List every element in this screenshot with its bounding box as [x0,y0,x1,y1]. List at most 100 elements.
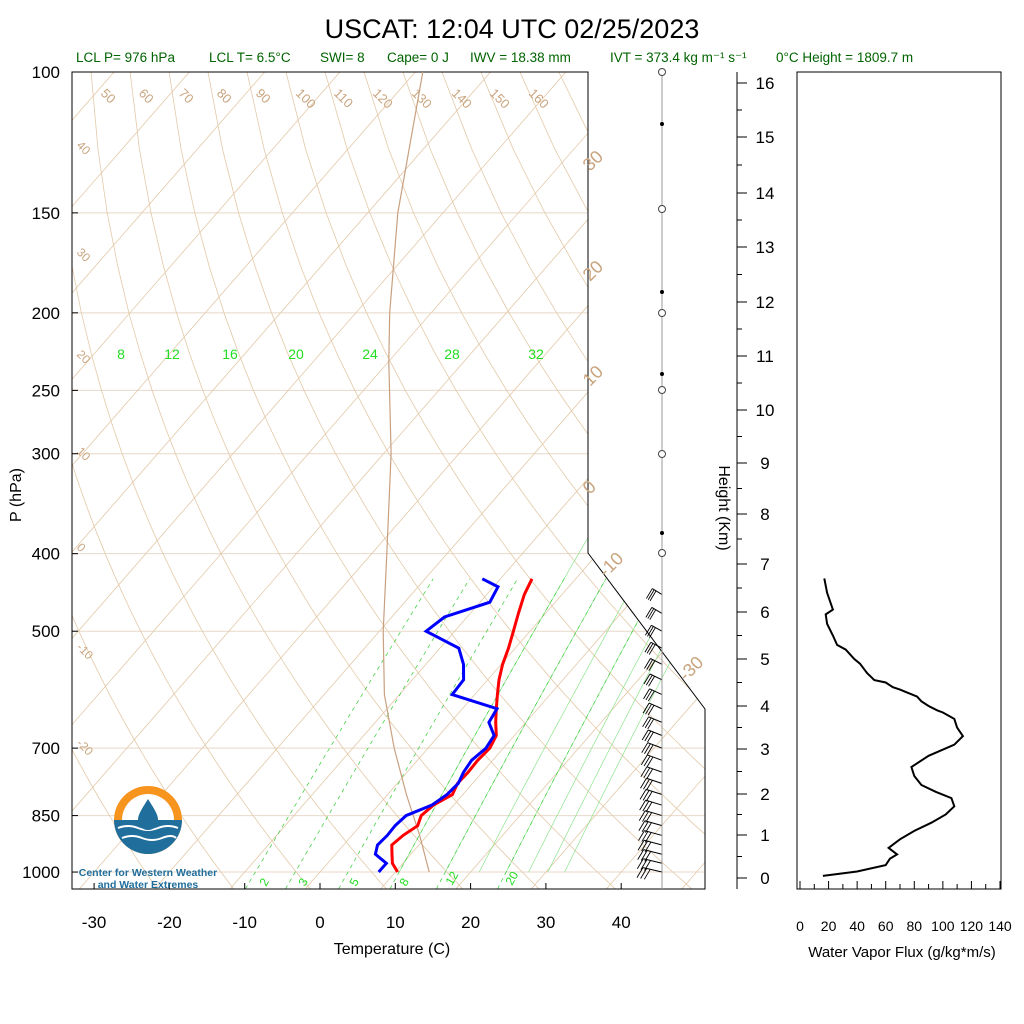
wind-barb [637,839,663,853]
mixing-ratio-label: 16 [222,346,238,362]
isotherm-line [72,72,416,889]
dry-adiabat-line [72,72,235,889]
temperature-tick-label: -30 [82,913,107,932]
dry-adiabat-line [72,72,311,889]
height-tick-label: 13 [756,238,775,257]
isotherm-line [72,72,567,889]
drop-icon [138,799,158,830]
wind-barb [644,641,663,655]
stat-ivt: IVT = 373.4 kg m⁻¹ s⁻¹ [610,50,747,65]
wind-barb-flag [642,716,650,728]
pressure-tick-label: 150 [32,204,60,223]
logo-wave-2 [121,835,177,841]
temperature-tick-label: 0 [315,913,324,932]
wind-barb-flag [637,840,645,851]
isotherm-label-right: 0 [579,477,600,498]
mixing-ratio-dashed-line [338,578,518,889]
pressure-tick-label: 400 [32,545,60,564]
wind-barb-flag [647,626,654,637]
mixing-ratio-dashed-line [244,578,434,889]
height-tick-label: 6 [760,603,769,622]
calm-circle [658,68,666,76]
mixing-ratio-label-bottom: 8 [396,875,412,888]
height-tick-label: 2 [760,785,769,804]
wind-barb-flag [641,840,648,852]
wind-barb-flag [645,689,653,701]
dry-adiabat-line [246,72,705,889]
dry-adiabat-label: 60 [136,86,157,107]
mixing-ratio-line [445,376,705,873]
stats-line: LCL P= 976 hPa LCL T= 6.5°C SWI= 8 Cape=… [76,50,913,65]
wind-barb-flag [638,810,646,821]
wind-barb [637,849,663,862]
dry-adiabat-label: 130 [409,86,435,112]
mixing-ratio-label: 32 [528,346,544,362]
temperature-tick-label: 20 [461,913,480,932]
mixing-ratio-label-bottom: 2 [256,875,272,888]
wind-barb-flag [647,731,654,743]
mixing-ratio-dashed-line [389,578,565,889]
wind-barb-flag [649,627,656,638]
dewpoint-line [373,577,501,873]
dry-adiabat-line [793,72,1024,889]
dry-adiabat-label: 80 [214,86,235,107]
wind-barb-flag [643,767,651,779]
mixing-ratio-label: 24 [362,346,378,362]
wind-barb-flag [647,718,655,730]
isotherm-line [154,72,705,889]
wind-barb-flag [649,609,657,620]
dry-adiabat-label: 150 [487,86,513,112]
isotherm-label-right: -30 [675,652,708,685]
wind-barb-flag [645,791,653,802]
wind-barb-flag [648,660,656,671]
dry-adiabat-line [207,72,693,889]
height-tick-label: 9 [760,454,769,473]
dry-adiabat-line [754,72,1024,889]
wind-barb-flag [642,790,650,801]
wind-barb-flag [644,717,652,729]
pressure-tick-label: 500 [32,622,60,641]
wind-barb-flag [646,744,654,756]
wind-barb [639,788,663,802]
wind-barb-flag [638,820,646,831]
dry-adiabat-line [324,72,705,889]
wind-barb-flag [643,779,650,790]
wind-barb-shaft [651,624,663,632]
mixing-ratio-dashed-line [285,578,470,889]
dry-adiabat-line [72,72,387,889]
chart-title: USCAT: 12:04 UTC 02/25/2023 [325,14,700,44]
wind-barb [645,588,663,602]
temperature-tick-label: 30 [536,913,555,932]
wind-barb [643,673,663,687]
wind-barb-flag [644,851,652,862]
mixing-ratio-label-bottom: 5 [346,875,362,888]
skewt-frame [71,71,706,890]
height-tick-label: 11 [756,347,774,366]
wind-staff [658,68,666,889]
dry-adiabat-line [168,72,616,889]
wind-barb-flag [640,868,648,879]
dry-adiabat-line [636,72,705,889]
wind-barb-flag [640,778,647,789]
isotherm-line [72,72,642,889]
flux-series-line [822,578,965,877]
height-tick-label: 14 [756,184,775,203]
isotherm-label-left: -20 [74,736,96,758]
wind-barbs [636,588,663,880]
isotherm-label-left: -10 [74,640,96,662]
isotherm-label-right: -10 [595,548,628,581]
height-tick-label: 8 [760,505,769,524]
wind-barb-shaft [652,588,663,596]
isotherm-line [380,72,705,889]
wind-barb-flag [640,850,648,861]
isotherm-label-left: 40 [74,138,94,158]
wind-barb-flag [649,590,657,602]
isotherm-line [229,72,705,889]
level-dot [660,372,664,376]
level-dot [660,531,664,535]
dry-adiabat-line [129,72,540,889]
calm-circle [658,386,666,394]
wind-barb [636,858,663,871]
wind-barb-flag [647,589,655,600]
height-tick-label: 3 [760,740,769,759]
